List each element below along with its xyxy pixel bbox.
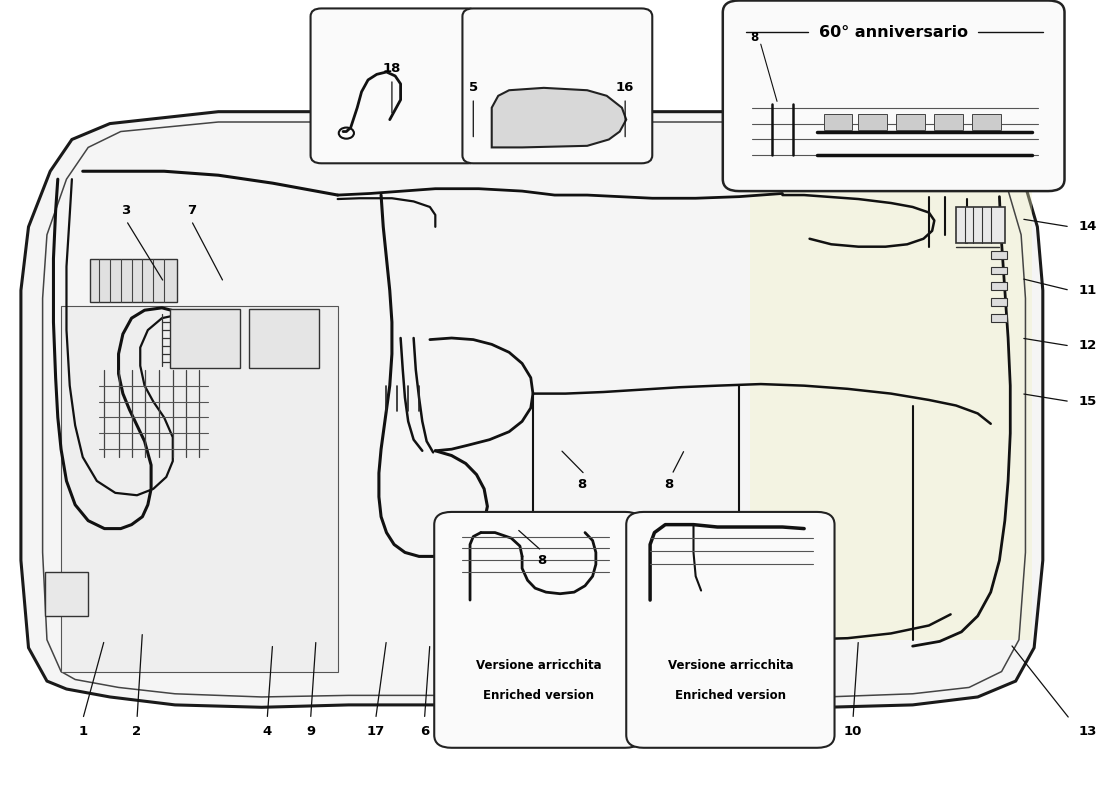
Text: 1: 1: [78, 725, 87, 738]
Bar: [45, 572, 88, 616]
FancyBboxPatch shape: [310, 9, 478, 163]
Bar: [90, 258, 177, 302]
Text: 12: 12: [1079, 339, 1097, 353]
Bar: [956, 207, 1004, 242]
Polygon shape: [750, 147, 1032, 640]
Text: 7: 7: [187, 205, 196, 218]
Text: 18: 18: [383, 62, 402, 74]
Text: 15: 15: [1079, 395, 1097, 408]
FancyBboxPatch shape: [626, 512, 835, 748]
Polygon shape: [62, 306, 338, 671]
Text: 11: 11: [1079, 284, 1097, 297]
Text: Enriched version: Enriched version: [483, 689, 594, 702]
Bar: [824, 114, 851, 130]
Bar: [991, 298, 1006, 306]
Text: Versione arricchita: Versione arricchita: [668, 658, 793, 671]
Bar: [249, 309, 319, 368]
Bar: [991, 250, 1006, 258]
Text: 8: 8: [750, 31, 758, 44]
Text: 13: 13: [1079, 725, 1097, 738]
Bar: [934, 114, 962, 130]
Text: 5: 5: [469, 82, 477, 94]
Bar: [991, 282, 1006, 290]
FancyBboxPatch shape: [723, 1, 1065, 191]
FancyBboxPatch shape: [434, 512, 642, 748]
Polygon shape: [21, 112, 1043, 707]
FancyBboxPatch shape: [462, 9, 652, 163]
Bar: [991, 266, 1006, 274]
Text: 2: 2: [132, 725, 142, 738]
Bar: [972, 114, 1001, 130]
Text: 9: 9: [306, 725, 315, 738]
Text: 10: 10: [844, 725, 862, 738]
Polygon shape: [492, 88, 626, 147]
Text: Versione arricchita: Versione arricchita: [475, 658, 602, 671]
Text: 4: 4: [263, 725, 272, 738]
Text: 8: 8: [664, 478, 673, 491]
Bar: [991, 314, 1006, 322]
Text: Enriched version: Enriched version: [675, 689, 785, 702]
Text: 8: 8: [578, 478, 586, 491]
Bar: [896, 114, 925, 130]
Bar: [858, 114, 887, 130]
Bar: [169, 309, 240, 368]
Text: EUROSPARE: EUROSPARE: [349, 434, 666, 480]
Text: 8: 8: [537, 554, 547, 567]
Text: 3: 3: [121, 205, 131, 218]
Text: 14: 14: [1079, 220, 1097, 234]
Text: 16: 16: [616, 82, 635, 94]
Text: a passion for Ferrari: a passion for Ferrari: [349, 509, 586, 533]
Text: 60° anniversario: 60° anniversario: [818, 25, 968, 40]
Text: 17: 17: [366, 725, 385, 738]
Text: 6: 6: [420, 725, 429, 738]
